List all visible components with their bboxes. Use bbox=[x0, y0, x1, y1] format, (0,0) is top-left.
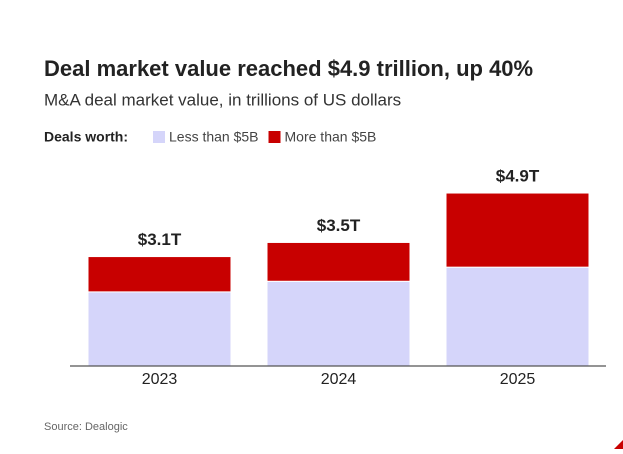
bar-segment bbox=[266, 280, 411, 367]
bar-segment bbox=[445, 266, 590, 367]
legend-title: Deals worth: bbox=[44, 129, 128, 145]
legend-label: More than $5B bbox=[285, 129, 377, 145]
bar-segment bbox=[87, 291, 232, 367]
bar-segment bbox=[266, 241, 411, 282]
total-label: $3.5T bbox=[317, 216, 361, 235]
bar-segment bbox=[87, 256, 232, 293]
total-label: $4.9T bbox=[496, 167, 540, 186]
x-tick-label: 2025 bbox=[500, 371, 536, 388]
source: Source: Dealogic bbox=[44, 421, 128, 433]
total-label: $3.1T bbox=[138, 230, 182, 249]
legend-swatch bbox=[268, 131, 281, 143]
corner-mark bbox=[614, 440, 623, 449]
bar-segment bbox=[445, 192, 590, 268]
chart-subtitle: M&A deal market value, in trillions of U… bbox=[44, 90, 401, 109]
legend-label: Less than $5B bbox=[169, 129, 259, 145]
x-tick-label: 2024 bbox=[321, 371, 357, 388]
x-tick-label: 2023 bbox=[142, 371, 178, 388]
chart-title: Deal market value reached $4.9 trillion,… bbox=[44, 56, 533, 81]
legend-swatch bbox=[153, 131, 165, 143]
